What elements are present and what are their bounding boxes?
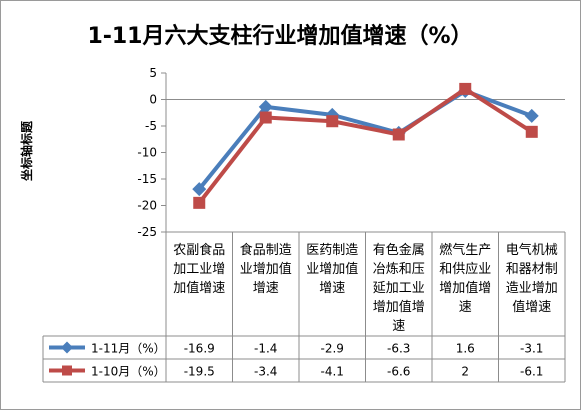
table-value: -6.6 bbox=[387, 365, 410, 379]
y-tick-label: -15 bbox=[137, 172, 157, 186]
category-label-line: 业增加值 bbox=[240, 261, 292, 277]
category-label-line: 造业增加 bbox=[506, 281, 558, 296]
legend-label: 1-10月（%） bbox=[91, 365, 166, 379]
legend-label: 1-11月（%） bbox=[91, 342, 166, 356]
table-value: -6.3 bbox=[387, 342, 410, 356]
y-tick-label: -10 bbox=[137, 146, 157, 160]
data-point bbox=[524, 108, 539, 123]
table-value: 2 bbox=[461, 365, 469, 379]
category-label-line: 农副食品 bbox=[173, 242, 225, 258]
y-tick-label: -25 bbox=[137, 225, 157, 239]
category-label: 电气机械和器材制造业增加值增速 bbox=[506, 242, 558, 315]
category-label-line: 加工业增 bbox=[173, 262, 225, 277]
data-point bbox=[192, 182, 207, 197]
series-line bbox=[197, 86, 533, 205]
category-label-line: 速 bbox=[392, 319, 405, 334]
data-point bbox=[392, 128, 405, 141]
category-label-line: 速 bbox=[459, 300, 472, 315]
data-point bbox=[525, 125, 538, 138]
data-point bbox=[459, 82, 472, 95]
y-tick-label: -5 bbox=[145, 119, 157, 133]
table-value: -19.5 bbox=[184, 365, 215, 379]
table-value: -4.1 bbox=[321, 365, 344, 379]
category-label-line: 冶炼和压 bbox=[373, 262, 425, 277]
category-label: 医药制造业增加值增速 bbox=[306, 243, 358, 296]
category-label-line: 增加值增 bbox=[373, 299, 425, 315]
table-value: 1.6 bbox=[456, 342, 475, 356]
category-label-line: 延加工业 bbox=[373, 281, 425, 296]
table-value: -2.9 bbox=[321, 342, 344, 356]
category-label-line: 食品制造 bbox=[240, 242, 292, 258]
table-value: -16.9 bbox=[184, 342, 215, 356]
category-label: 燃气生产和供应业增加值增速 bbox=[439, 242, 491, 315]
y-tick-label: 5 bbox=[149, 66, 157, 80]
y-tick-label: 0 bbox=[149, 93, 157, 107]
category-label-line: 加值增速 bbox=[173, 280, 225, 296]
table-value: -1.4 bbox=[254, 342, 277, 356]
category-label-line: 和器材制 bbox=[506, 262, 558, 277]
y-tick-label: -20 bbox=[137, 199, 157, 213]
category-label-line: 燃气生产 bbox=[439, 242, 491, 258]
category-label: 有色金属冶炼和压延加工业增加值增速 bbox=[373, 242, 425, 334]
category-label-line: 医药制造 bbox=[306, 243, 358, 258]
category-label-line: 电气机械 bbox=[506, 242, 558, 258]
category-label-line: 增加值增 bbox=[439, 280, 491, 296]
category-label-line: 有色金属 bbox=[373, 242, 425, 258]
series-layer bbox=[192, 82, 539, 209]
chart-title: 1-11月六大支柱行业增加值增速（%） bbox=[87, 23, 472, 49]
category-label: 农副食品加工业增加值增速 bbox=[173, 242, 225, 296]
data-point bbox=[259, 111, 272, 124]
category-label-line: 和供应业 bbox=[439, 261, 491, 277]
category-label-line: 增速 bbox=[319, 281, 345, 296]
category-label-line: 业增加值 bbox=[306, 261, 358, 277]
data-point bbox=[258, 99, 273, 114]
table-value: -3.4 bbox=[254, 365, 277, 379]
axis-layer: 5 0 -5 -10 -15 -20 -25 bbox=[137, 66, 565, 239]
legend-marker bbox=[61, 341, 73, 354]
data-table: 农副食品加工业增加值增速食品制造业增加值增速医药制造业增加值增速有色金属冶炼和压… bbox=[42, 231, 566, 383]
table-value: -6.1 bbox=[520, 365, 543, 379]
data-point bbox=[326, 115, 339, 128]
data-point bbox=[193, 196, 206, 209]
category-label: 食品制造业增加值增速 bbox=[240, 242, 292, 296]
category-label-line: 增速 bbox=[253, 281, 279, 296]
table-value: -3.1 bbox=[520, 342, 543, 356]
category-label-line: 值增速 bbox=[512, 299, 551, 315]
legend-marker bbox=[62, 365, 72, 376]
y-axis-title: 坐标轴标题 bbox=[19, 120, 34, 181]
